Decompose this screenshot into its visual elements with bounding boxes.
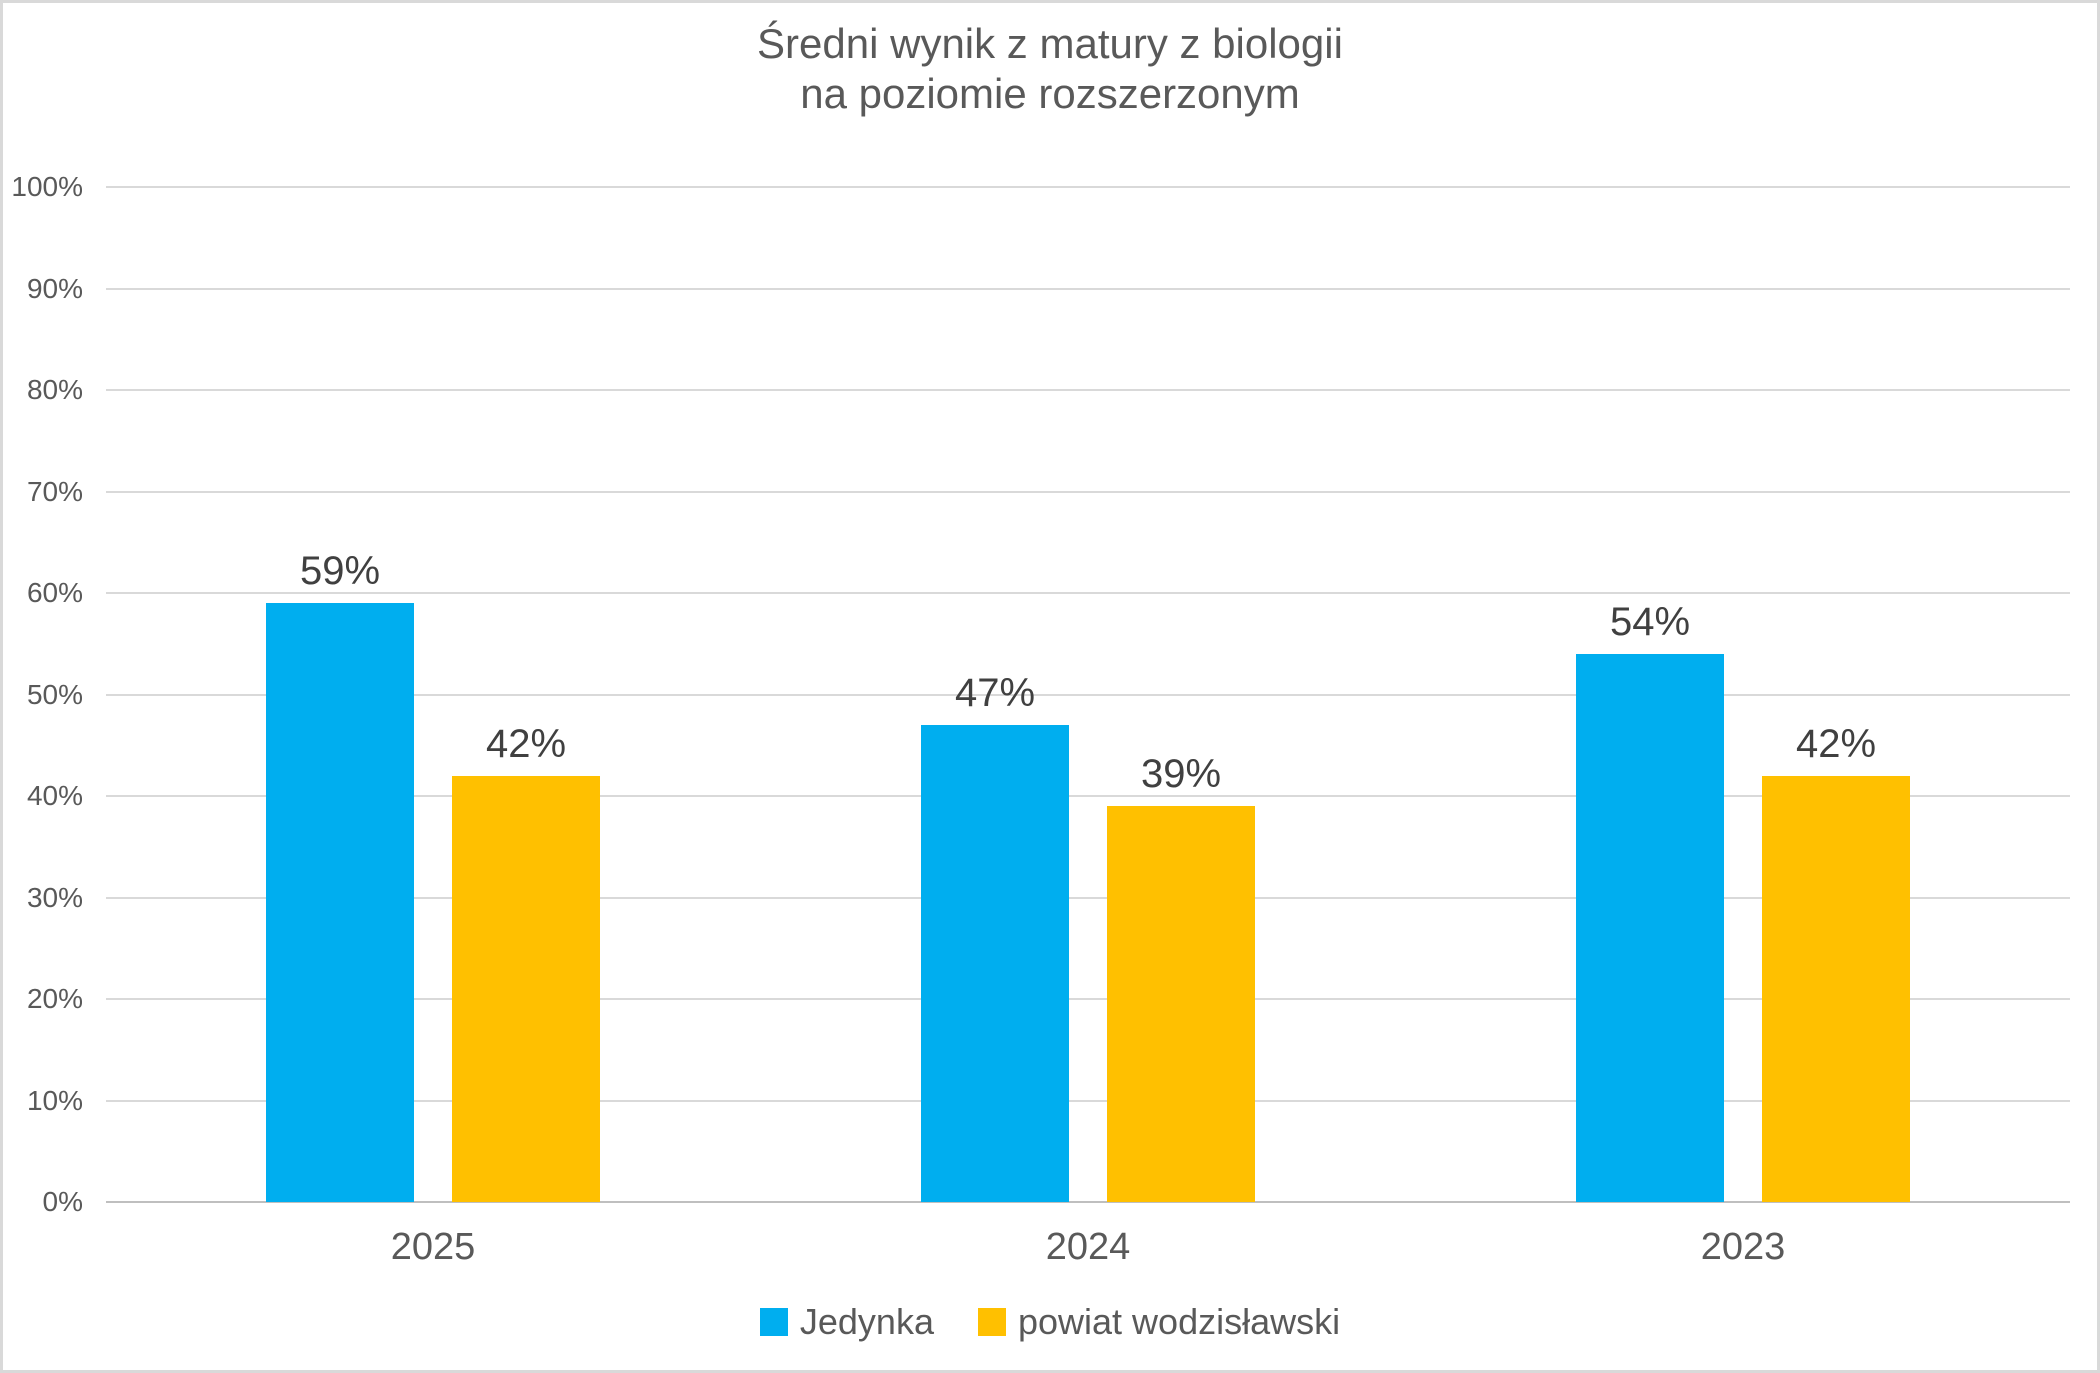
gridline — [106, 1100, 2070, 1102]
legend-item: powiat wodzisławski — [977, 1301, 1341, 1342]
gridline — [106, 288, 2070, 290]
bar-value-label: 47% — [954, 671, 1036, 715]
x-tick-label: 2024 — [1045, 1226, 1131, 1268]
chart-title-line-1: Średni wynik z matury z biologii — [757, 20, 1343, 67]
legend-swatch — [977, 1308, 1006, 1336]
x-tick-label: 2023 — [1700, 1226, 1786, 1268]
bar — [921, 725, 1069, 1202]
y-tick-label: 40% — [26, 780, 83, 811]
bar — [266, 603, 414, 1202]
chart-title: Średni wynik z matury z biologii na pozi… — [3, 19, 2097, 119]
bar-value-label: 59% — [299, 549, 381, 593]
bar — [1107, 806, 1255, 1202]
legend-item: Jedynka — [759, 1301, 934, 1342]
y-tick-label: 90% — [26, 273, 83, 304]
bar-value-label: 42% — [1795, 722, 1877, 766]
y-tick-label: 10% — [26, 1085, 83, 1116]
gridline — [106, 998, 2070, 1000]
y-tick-label: 70% — [26, 476, 83, 507]
bar-value-label: 54% — [1609, 600, 1691, 644]
y-tick-label: 20% — [26, 983, 83, 1014]
gridline — [106, 186, 2070, 188]
legend-label: Jedynka — [799, 1301, 934, 1342]
gridline — [106, 592, 2070, 594]
chart-title-line-2: na poziomie rozszerzonym — [800, 70, 1300, 117]
gridline — [106, 897, 2070, 899]
y-tick-label: 100% — [11, 171, 83, 202]
gridline — [106, 389, 2070, 391]
x-axis-line — [106, 1201, 2070, 1203]
bar — [1762, 776, 1910, 1202]
bar — [452, 776, 600, 1202]
y-tick-label: 30% — [26, 882, 83, 913]
gridline — [106, 694, 2070, 696]
x-tick-label: 2025 — [390, 1226, 476, 1268]
y-tick-label: 50% — [26, 679, 83, 710]
gridline — [106, 491, 2070, 493]
y-tick-label: 60% — [26, 577, 83, 608]
y-tick-label: 80% — [26, 374, 83, 405]
gridline — [106, 795, 2070, 797]
legend: Jedynka powiat wodzisławski — [3, 1301, 2097, 1343]
plot-area: 0% 10% 20% 30% 40% 50% 60% 70% 80% 90% 100% 59% 42% 2… — [3, 3, 2097, 1370]
legend-label: powiat wodzisławski — [1017, 1301, 1341, 1342]
bar — [1576, 654, 1724, 1202]
legend-swatch — [759, 1308, 788, 1336]
y-tick-label: 0% — [42, 1186, 83, 1217]
bar-value-label: 42% — [485, 722, 567, 766]
bar-value-label: 39% — [1140, 752, 1222, 796]
